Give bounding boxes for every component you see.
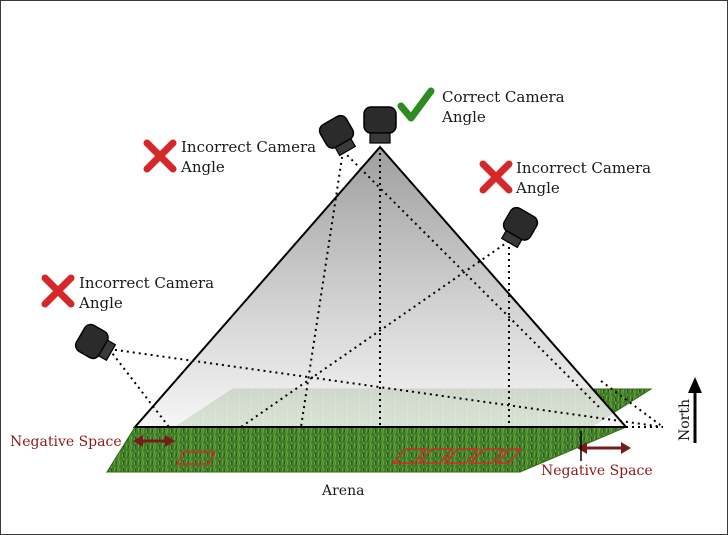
camera-icon [318,114,357,157]
incorrect-right-label-line2: Angle [516,179,560,197]
north-label: North [677,398,693,441]
camera-icon [74,323,117,362]
incorrect-topleft-label-line2: Angle [181,158,225,176]
right-camera-sightlines [240,240,510,428]
cross-icon [479,160,513,194]
negative-space-arrow-right [577,442,631,454]
incorrect-left-label-line2: Angle [79,294,123,312]
cross-icon [143,139,177,173]
cross-icon [41,274,75,308]
negative-space-label-left: Negative Space [10,434,122,450]
correct-camera-label-line2: Angle [442,108,486,126]
camera-icon [500,206,539,249]
check-icon [397,87,435,122]
arena-marker [175,448,523,465]
negative-space-arrow-left [133,435,175,447]
negative-space-label-right: Negative Space [541,463,653,479]
topleft-camera-sightlines [300,150,602,428]
incorrect-right-label-line1: Incorrect Camera [516,159,652,177]
arena-label: Arena [322,483,365,499]
north-arrow-icon [688,377,702,443]
correct-camera-label-line1: Correct Camera [442,88,565,106]
incorrect-left-label-line1: Incorrect Camera [79,274,215,292]
left-camera-sightlines [108,348,664,428]
incorrect-topleft-label-line1: Incorrect Camera [181,138,317,156]
camera-icon [363,106,397,144]
extended-sightline-2 [600,380,664,428]
